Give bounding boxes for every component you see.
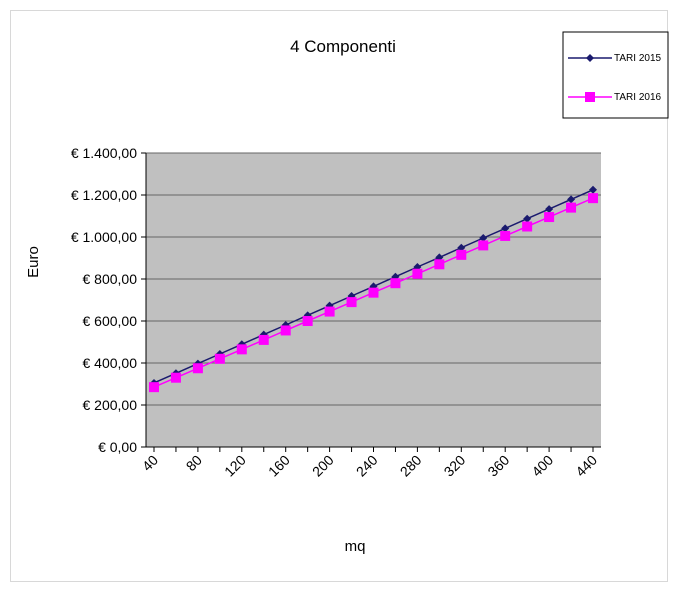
data-point-tari-2015 — [523, 214, 532, 223]
data-point-tari-2016 — [236, 344, 247, 355]
legend-marker-tari-2016 — [585, 92, 595, 102]
x-tick-label: 160 — [265, 452, 293, 480]
data-point-tari-2016 — [324, 306, 335, 317]
data-point-tari-2016 — [544, 212, 555, 223]
legend: TARI 2015 TARI 2016 — [562, 31, 669, 119]
data-point-tari-2016 — [522, 221, 533, 232]
data-point-tari-2016 — [434, 259, 445, 270]
x-axis-title: mq — [345, 538, 366, 555]
data-point-tari-2016 — [170, 372, 181, 383]
y-tick-label: € 1.400,00 — [71, 145, 137, 161]
x-tick-label: 320 — [441, 452, 469, 480]
data-point-tari-2016 — [412, 268, 423, 279]
legend-marker-tari-2015 — [586, 54, 594, 62]
x-tick-label: 400 — [528, 452, 556, 480]
data-point-tari-2016 — [368, 287, 379, 298]
plot-area — [146, 153, 601, 447]
data-point-tari-2016 — [478, 240, 489, 251]
legend-label-tari-2015: TARI 2015 — [614, 53, 661, 64]
data-point-tari-2015 — [457, 243, 466, 252]
y-tick-label: € 400,00 — [83, 355, 138, 371]
x-tick-label: 200 — [309, 452, 337, 480]
data-point-tari-2016 — [346, 297, 357, 308]
x-tick-label: 360 — [484, 452, 512, 480]
y-tick-label: € 600,00 — [83, 313, 138, 329]
y-axis-title: Euro — [25, 246, 42, 278]
data-point-tari-2015 — [479, 234, 488, 243]
x-tick-label: 240 — [353, 452, 381, 480]
gridlines — [146, 152, 601, 406]
legend-box — [562, 31, 669, 119]
data-point-tari-2016 — [280, 325, 291, 336]
data-point-tari-2016 — [302, 316, 313, 326]
data-point-tari-2016 — [149, 382, 159, 393]
x-tick-label: 120 — [221, 452, 249, 480]
y-tick-label: € 1.000,00 — [71, 229, 137, 245]
chart-title: 4 Componenti — [290, 37, 396, 56]
series-group — [149, 185, 598, 393]
data-point-tari-2016 — [214, 353, 225, 364]
data-point-tari-2015 — [501, 224, 510, 233]
data-point-tari-2015 — [589, 185, 597, 194]
data-point-tari-2016 — [456, 249, 467, 260]
y-tick-label: € 800,00 — [83, 271, 138, 287]
x-tick-label: 80 — [183, 452, 205, 474]
y-tick-label: € 1.200,00 — [71, 187, 137, 203]
data-point-tari-2016 — [258, 334, 269, 345]
data-point-tari-2016 — [588, 193, 598, 204]
y-tick-label: € 200,00 — [83, 397, 138, 413]
x-tick-label: 40 — [139, 452, 161, 474]
data-point-tari-2015 — [567, 195, 576, 204]
data-point-tari-2016 — [500, 230, 511, 241]
x-axis-ticks: 40 80 120 160 200 240 280 320 360 400 440 — [139, 447, 600, 480]
x-tick-label: 440 — [572, 452, 600, 480]
x-tick-label: 280 — [397, 452, 425, 480]
y-tick-label: € 0,00 — [98, 439, 137, 455]
y-axis-ticks: € 0,00 € 200,00 € 400,00 € 600,00 € 800,00 € … — [71, 145, 146, 455]
data-point-tari-2015 — [545, 205, 554, 214]
data-point-tari-2016 — [390, 278, 401, 289]
legend-label-tari-2016: TARI 2016 — [614, 92, 661, 103]
data-point-tari-2016 — [192, 363, 203, 374]
data-point-tari-2016 — [566, 202, 577, 213]
